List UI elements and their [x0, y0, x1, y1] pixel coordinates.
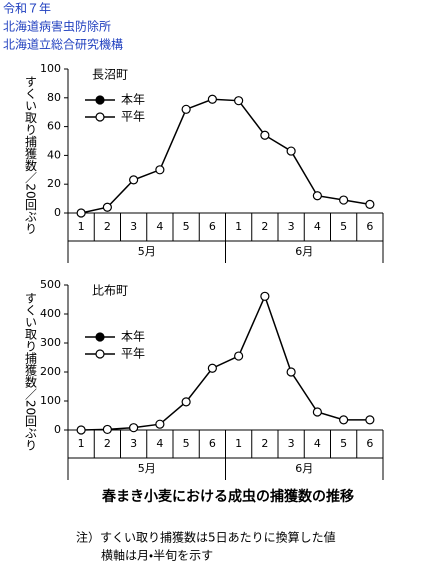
footer-note: 横軸は月・半旬を示す [101, 549, 213, 563]
data-point [260, 130, 270, 140]
y-tick-label: 100 [40, 62, 61, 75]
footer-note: 注）すくい取り捕獲数は5日あたりに換算した値 [76, 530, 336, 545]
x-tick-label: 1 [78, 220, 85, 233]
group-label: 5月 [138, 245, 156, 258]
x-tick-label: 6 [209, 220, 216, 233]
y-tick-label: 400 [40, 307, 61, 320]
y-axis-label: すくい取り捕獲数／20回ぶり [24, 291, 38, 451]
header-line: 北海道立総合研究機構 [3, 37, 123, 52]
x-tick-label: 2 [261, 220, 268, 233]
data-point [129, 423, 139, 433]
data-point [260, 291, 270, 301]
x-tick-label: 2 [261, 437, 268, 450]
x-tick-label: 2 [104, 437, 111, 450]
y-tick-label: 300 [40, 336, 61, 349]
x-tick-label: 5 [340, 437, 347, 450]
x-tick-label: 3 [288, 220, 295, 233]
header-line: 北海道病害虫防除所 [3, 19, 111, 34]
x-tick-label: 6 [366, 437, 373, 450]
data-point [181, 397, 191, 407]
data-point [102, 424, 112, 435]
data-point [339, 415, 349, 425]
chart-title: 比布町 [92, 284, 128, 298]
y-tick-label: 80 [47, 91, 61, 104]
y-tick-label: 20 [47, 177, 61, 190]
x-tick-label: 4 [156, 437, 163, 450]
data-point [155, 165, 165, 175]
legend-label: 本年 [121, 330, 145, 344]
data-point [312, 191, 322, 201]
x-tick-label: 1 [78, 437, 85, 450]
x-tick-label: 5 [183, 437, 190, 450]
legend-label: 平年 [121, 110, 145, 124]
x-tick-label: 6 [366, 220, 373, 233]
data-point [76, 425, 86, 435]
data-point [339, 195, 349, 205]
y-axis-label: すくい取り捕獲数／20回ぶり [24, 75, 38, 235]
legend-marker [95, 112, 105, 122]
legend-marker [95, 332, 105, 342]
data-point [102, 202, 112, 212]
y-tick-label: 200 [40, 365, 61, 378]
data-point [312, 407, 322, 417]
x-tick-label: 5 [340, 220, 347, 233]
data-point [181, 104, 191, 114]
data-point [155, 419, 165, 429]
x-tick-label: 3 [288, 437, 295, 450]
y-tick-label: 0 [54, 423, 61, 436]
x-tick-label: 3 [130, 220, 137, 233]
legend-label: 本年 [121, 93, 145, 107]
x-tick-label: 3 [130, 437, 137, 450]
chart-title: 長沼町 [92, 68, 128, 82]
data-point [234, 351, 244, 361]
footer-title: 春まき小麦における成虫の捕獲数の推移 [101, 488, 354, 505]
x-tick-label: 5 [183, 220, 190, 233]
x-tick-label: 4 [314, 220, 321, 233]
group-label: 5月 [138, 462, 156, 475]
legend-marker [95, 349, 105, 359]
header-line: 令和７年 [3, 2, 51, 16]
data-point [207, 363, 217, 373]
data-point [286, 367, 296, 377]
x-tick-label: 6 [209, 437, 216, 450]
data-point [365, 415, 375, 425]
y-tick-label: 0 [54, 206, 61, 219]
legend-label: 平年 [121, 347, 145, 361]
group-label: 6月 [295, 462, 313, 475]
series-line [81, 294, 370, 431]
x-tick-label: 2 [104, 220, 111, 233]
y-tick-label: 60 [47, 120, 61, 133]
data-point [286, 146, 296, 156]
x-tick-label: 1 [235, 437, 242, 450]
x-tick-label: 4 [156, 220, 163, 233]
x-tick-label: 1 [235, 220, 242, 233]
y-tick-label: 40 [47, 148, 61, 161]
data-point [76, 208, 86, 218]
data-point [129, 175, 139, 185]
data-point [207, 94, 217, 104]
y-tick-label: 500 [40, 278, 61, 291]
x-tick-label: 4 [314, 437, 321, 450]
data-point [234, 96, 244, 106]
y-tick-label: 100 [40, 394, 61, 407]
data-point [365, 199, 375, 209]
group-label: 6月 [295, 245, 313, 258]
legend-marker [95, 95, 105, 105]
